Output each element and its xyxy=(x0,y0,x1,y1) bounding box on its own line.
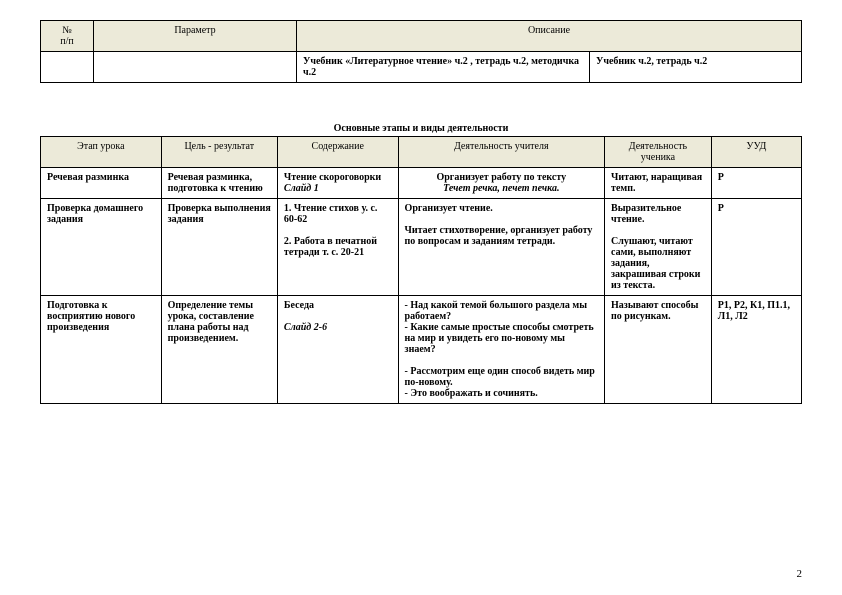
t2-r2-c4-p3: - Рассмотрим еще один способ видеть мир … xyxy=(405,366,595,388)
t2-r1-c5-p2: Слушают, читают сами, выполняют задания,… xyxy=(611,236,700,291)
t2-r1-c2: Проверка выполнения задания xyxy=(161,199,277,296)
t2-r2-c4: - Над какой темой большого раздела мы ра… xyxy=(398,296,604,404)
t1-r1-c3: Учебник «Литературное чтение» ч.2 , тетр… xyxy=(297,52,590,83)
t1-r1-c2 xyxy=(94,52,297,83)
t2-r0-c2: Речевая разминка, подготовка к чтению xyxy=(161,168,277,199)
table-row: Речевая разминка Речевая разминка, подго… xyxy=(41,168,802,199)
t1-header-desc: Описание xyxy=(297,21,802,52)
t2-r2-c3-p1: Беседа xyxy=(284,300,314,311)
t2-r2-c2: Определение темы урока, составление план… xyxy=(161,296,277,404)
t2-r1-c3-p1: 1. Чтение стихов у. с. 60-62 xyxy=(284,203,377,225)
t2-r1-c4-p2: Читает стихотворение, организует работу … xyxy=(405,225,593,247)
t2-r1-c3-p2: 2. Работа в печатной тетради т. с. 20-21 xyxy=(284,236,377,258)
t2-r0-c3-slide: Слайд 1 xyxy=(284,183,319,194)
t2-r2-c4-p4: - Это воображать и сочинять. xyxy=(405,388,538,399)
t1-r1-c4: Учебник ч.2, тетрадь ч.2 xyxy=(590,52,802,83)
t2-r0-c4-l1: Организует работу по тексту xyxy=(436,172,566,183)
t2-r0-c3-l1: Чтение скороговорки xyxy=(284,172,381,183)
t2-r1-c1: Проверка домашнего задания xyxy=(41,199,162,296)
t2-r2-c3: Беседа Слайд 2-6 xyxy=(277,296,398,404)
t2-r2-c1: Подготовка к восприятию нового произведе… xyxy=(41,296,162,404)
t2-r1-c5-p1: Выразительное чтение. xyxy=(611,203,681,225)
t1-header-num: № п/п xyxy=(41,21,94,52)
t2-r0-c4: Организует работу по тексту Течет речка,… xyxy=(398,168,604,199)
parameters-table: № п/п Параметр Описание Учебник «Литерат… xyxy=(40,20,802,83)
t2-h-teacher: Деятельность учителя xyxy=(398,137,604,168)
t2-r0-c4-l2: Течет речка, печет печка. xyxy=(443,183,559,194)
t1-r1-c1 xyxy=(41,52,94,83)
t2-h-stage: Этап урока xyxy=(41,137,162,168)
t2-r2-c4-p1: - Над какой темой большого раздела мы ра… xyxy=(405,300,587,322)
t2-r1-c6: Р xyxy=(711,199,801,296)
table-row: Проверка домашнего задания Проверка выпо… xyxy=(41,199,802,296)
table-row: Подготовка к восприятию нового произведе… xyxy=(41,296,802,404)
t1-h1-l2: п/п xyxy=(60,36,73,47)
t2-r1-c4: Организует чтение. Читает стихотворение,… xyxy=(398,199,604,296)
t2-r0-c5: Читают, наращивая темп. xyxy=(605,168,712,199)
t2-r1-c4-p1: Организует чтение. xyxy=(405,203,493,214)
section-title: Основные этапы и виды деятельности xyxy=(40,123,802,134)
t2-r2-c3-slide: Слайд 2-6 xyxy=(284,322,327,333)
t1-row: Учебник «Литературное чтение» ч.2 , тетр… xyxy=(41,52,802,83)
t2-r0-c3: Чтение скороговорки Слайд 1 xyxy=(277,168,398,199)
t2-r2-c4-p2: - Какие самые простые способы смотреть н… xyxy=(405,322,594,355)
t2-h-student: Деятельность ученика xyxy=(605,137,712,168)
t2-r1-c5: Выразительное чтение. Слушают, читают са… xyxy=(605,199,712,296)
t1-header-param: Параметр xyxy=(94,21,297,52)
t2-r0-c6: Р xyxy=(711,168,801,199)
t2-h-goal: Цель - результат xyxy=(161,137,277,168)
t2-r0-c1: Речевая разминка xyxy=(41,168,162,199)
t2-h-uud: УУД xyxy=(711,137,801,168)
t2-h-content: Содержание xyxy=(277,137,398,168)
t1-h1-l1: № xyxy=(62,25,72,36)
t2-r2-c5: Называют способы по рисункам. xyxy=(605,296,712,404)
t2-r1-c3: 1. Чтение стихов у. с. 60-62 2. Работа в… xyxy=(277,199,398,296)
page-number: 2 xyxy=(797,568,803,580)
activities-table: Этап урока Цель - результат Содержание Д… xyxy=(40,136,802,404)
t2-r2-c6: Р1, Р2, К1, П1.1, Л1, Л2 xyxy=(711,296,801,404)
